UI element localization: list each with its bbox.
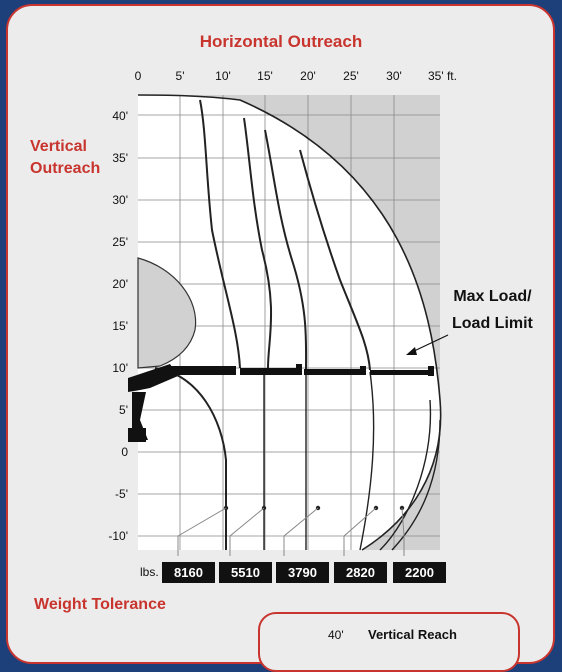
boom-section-3 [304,369,366,375]
curve-2820 [299,149,371,371]
vertical-outreach-label: Vertical Outreach [30,136,100,180]
x-axis-ticks: 0 5' 10' 15' 20' 25' 30' 35' ft. [135,69,457,83]
x-tick-25: 25' [343,69,359,83]
vertical-reach-inset: 40' Vertical Reach [258,612,520,672]
grid [138,95,440,550]
weight-tolerance-title: Weight Tolerance [34,596,166,613]
weight-value-4: 2820 [346,565,375,580]
y-tick-15: 15' [112,319,128,333]
max-load-callout: Max Load/ Load Limit [452,283,533,337]
crane-base [128,364,178,442]
x-tick-30: 30' [386,69,402,83]
weight-box-1 [162,562,215,583]
weight-boxes: 8160 5510 3790 2820 2200 [162,562,446,583]
y-tick-minus10: -10' [108,529,128,543]
weight-value-2: 5510 [231,565,260,580]
x-tick-15: 15' [257,69,273,83]
inset-value: 40' [328,628,344,642]
boom-section-2 [240,368,302,375]
reach-diagram: 0 5' 10' 15' 20' 25' 30' 35' ft. 40' 35'… [108,69,457,583]
vertical-label-line2: Outreach [30,160,101,177]
weight-value-3: 3790 [288,565,317,580]
curve-5510 [243,117,273,369]
boom-section-1 [170,366,236,375]
drop-lines [263,368,441,551]
inset-label: Vertical Reach [368,627,457,642]
y-tick-20: 20' [112,277,128,291]
weight-box-5 [393,562,446,583]
callout-arrow [406,334,449,355]
label-leaders [177,507,405,556]
y-tick-0: 0 [121,445,128,459]
base-clearance-zone [137,257,197,369]
weight-box-2 [219,562,272,583]
y-tick-10: 10' [112,361,128,375]
boom-section-4 [370,370,432,375]
y-tick-35: 35' [112,151,128,165]
y-tick-40: 40' [112,109,128,123]
chart-title: Horizontal Outreach [199,32,363,51]
weight-unit-label: lbs. [140,565,159,579]
reach-envelope [138,95,441,550]
y-axis-ticks: 40' 35' 30' 25' 20' 15' 10' 5' 0 -5' -10… [108,109,128,543]
y-tick-5: 5' [119,403,128,417]
y-tick-minus5: -5' [115,487,128,501]
weight-box-4 [334,562,387,583]
callout-line1: Max Load/ [453,288,532,305]
curve-8160 [199,99,241,369]
y-tick-25: 25' [112,235,128,249]
envelope-outline [137,94,442,551]
vertical-label-line1: Vertical [30,138,87,155]
x-tick-0: 0 [135,69,142,83]
y-tick-30: 30' [112,193,128,207]
boom [170,364,434,376]
curve-3790 [264,129,308,371]
x-tick-5: 5' [176,69,185,83]
weight-value-1: 8160 [174,565,203,580]
weight-box-3 [276,562,329,583]
x-tick-10: 10' [215,69,231,83]
x-tick-35: 35' ft. [428,69,457,83]
x-tick-20: 20' [300,69,316,83]
weight-value-5: 2200 [405,565,434,580]
callout-line2: Load Limit [452,315,533,332]
